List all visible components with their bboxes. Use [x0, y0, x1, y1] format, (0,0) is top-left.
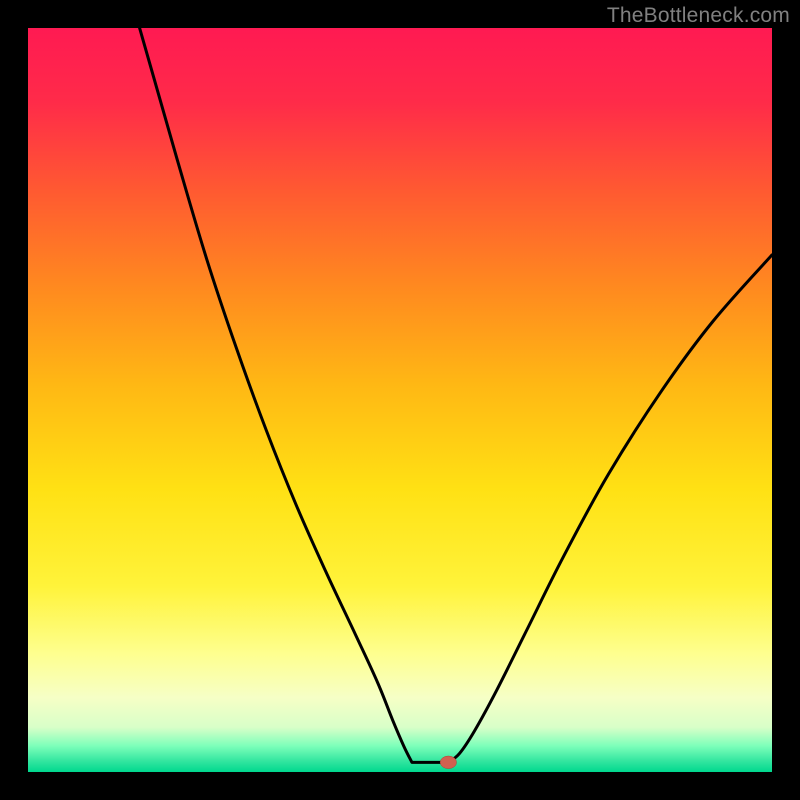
chart-container: { "watermark": { "text": "TheBottleneck.… — [0, 0, 800, 800]
min-marker — [440, 756, 456, 769]
plot-background-gradient — [28, 28, 772, 772]
bottleneck-curve-chart — [0, 0, 800, 800]
